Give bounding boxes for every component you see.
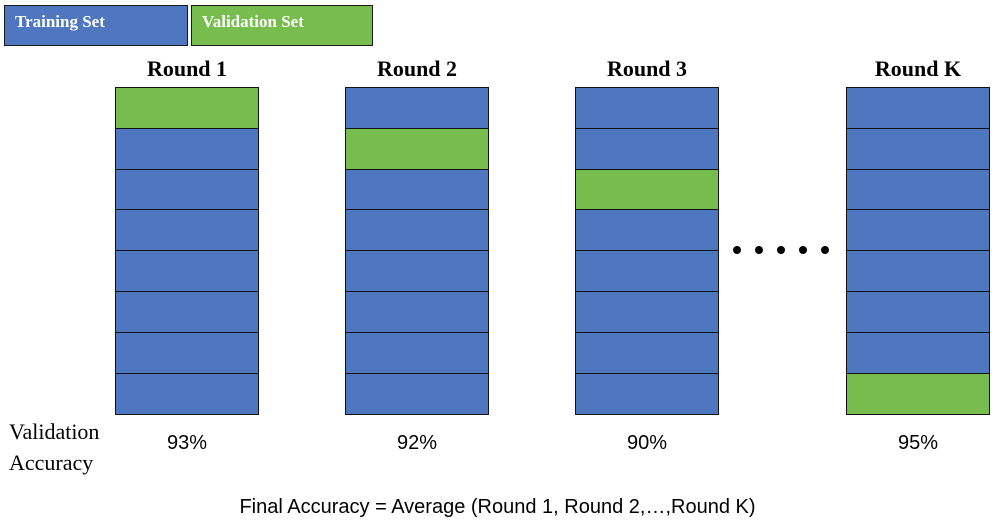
validation-fold [846, 372, 990, 415]
training-fold [115, 168, 259, 211]
training-fold [575, 250, 719, 293]
round-k-title: Round K [874, 56, 962, 81]
ellipsis-dot [733, 246, 741, 254]
round-2-accuracy: 92% [396, 432, 438, 454]
training-fold [846, 291, 990, 334]
round-k-folds [846, 87, 990, 415]
more-rounds-ellipsis [733, 240, 829, 260]
training-fold [115, 209, 259, 252]
round-2-title: Round 2 [376, 56, 458, 81]
training-fold [345, 168, 489, 211]
training-fold [846, 331, 990, 375]
training-fold [345, 372, 489, 415]
training-fold [345, 331, 489, 375]
ellipsis-dot [755, 246, 763, 254]
round-k-accuracy: 95% [897, 432, 939, 454]
training-fold [115, 291, 259, 334]
validation-accuracy-label: Validation Accuracy [9, 416, 99, 478]
training-fold [575, 87, 719, 130]
training-fold [846, 87, 990, 130]
validation-fold [575, 168, 719, 211]
ellipsis-dot [821, 246, 829, 254]
ellipsis-dot [777, 246, 785, 254]
final-accuracy-formula: Final Accuracy = Average (Round 1, Round… [239, 496, 756, 518]
training-fold [846, 127, 990, 171]
training-fold [846, 250, 990, 293]
ellipsis-dot [799, 246, 807, 254]
training-fold [575, 291, 719, 334]
round-3-title: Round 3 [606, 56, 688, 81]
validation-fold [345, 127, 489, 171]
round-1-folds [115, 87, 259, 415]
validation-fold [115, 87, 259, 130]
round-2-folds [345, 87, 489, 415]
training-fold [575, 127, 719, 171]
training-fold [345, 250, 489, 293]
round-3-accuracy: 90% [626, 432, 668, 454]
training-fold [575, 331, 719, 375]
legend-validation-set: Validation Set [191, 5, 373, 46]
training-fold [345, 87, 489, 130]
training-fold [345, 291, 489, 334]
round-1-accuracy: 93% [166, 432, 208, 454]
training-fold [115, 127, 259, 171]
training-fold [846, 168, 990, 211]
training-fold [846, 209, 990, 252]
round-1-title: Round 1 [146, 56, 228, 81]
training-fold [575, 209, 719, 252]
validation-accuracy-label-line1: Validation [9, 419, 100, 444]
training-fold [575, 372, 719, 415]
training-fold [345, 209, 489, 252]
training-fold [115, 372, 259, 415]
round-3-folds [575, 87, 719, 415]
training-fold [115, 331, 259, 375]
validation-accuracy-label-line2: Accuracy [9, 450, 94, 475]
legend-training-set: Training Set [4, 5, 188, 46]
training-fold [115, 250, 259, 293]
